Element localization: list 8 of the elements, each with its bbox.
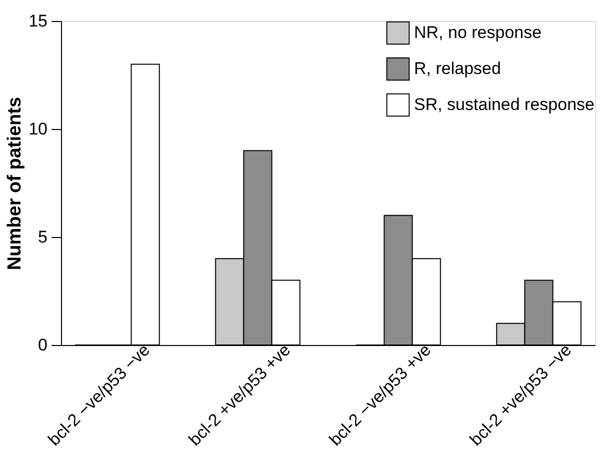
y-tick-label: 15 — [28, 12, 48, 30]
y-tick-label: 10 — [28, 120, 48, 138]
legend-label: R, relapsed — [414, 59, 501, 78]
y-axis-title: Number of patients — [4, 96, 26, 270]
y-tick-label: 5 — [38, 228, 48, 246]
y-tick-label: 0 — [38, 336, 48, 354]
legend-label: NR, no response — [414, 23, 542, 42]
legend-label: SR, sustained response — [414, 95, 594, 114]
